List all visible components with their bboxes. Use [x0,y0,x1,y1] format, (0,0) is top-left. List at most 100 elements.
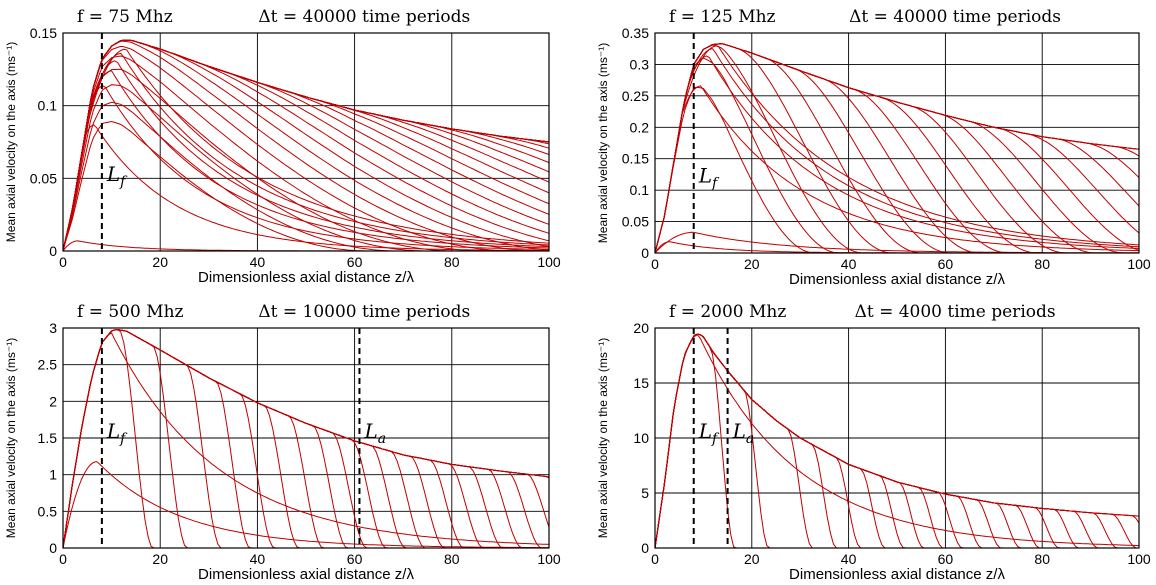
series-line [62,39,550,252]
series-line [62,39,550,252]
grid [655,33,1139,253]
series-line [62,84,549,252]
series-line-transient [62,60,550,252]
marker-label: Lf [698,164,720,192]
series-line [62,39,550,252]
y-axis-label: Mean axial velocity on the axis (ms⁻¹) [4,42,18,242]
series-line [62,39,550,252]
time-period-title: Δt = 40000 time periods [849,7,1061,27]
y-tick-label: 0.05 [622,214,649,230]
y-tick-label: 0 [641,540,649,556]
x-tick-label: 80 [444,254,460,270]
series-line [62,39,550,252]
y-tick-label: 0.15 [30,25,57,41]
x-tick-label: 100 [1127,256,1151,272]
series-line [62,40,549,252]
x-axis-label: Dimensionless axial distance z/λ [198,566,414,583]
time-period-title: Δt = 4000 time periods [855,302,1056,322]
frequency-title: f = 125 Mhz [669,7,776,27]
series-line [62,39,550,252]
x-tick-label: 0 [59,254,67,270]
x-tick-label: 0 [651,551,659,567]
x-axis-label: Dimensionless axial distance z/λ [198,269,414,286]
series-line [62,39,550,252]
x-tick-label: 60 [938,551,954,567]
series-line [62,39,550,252]
frequency-title: f = 500 Mhz [77,302,184,322]
x-tick-label: 60 [347,254,363,270]
x-axis-label: Dimensionless axial distance z/λ [789,271,1005,288]
series-line-envelope [654,333,1140,549]
series-line [62,39,550,252]
marker-label: Lf [106,162,128,190]
frequency-title: f = 2000 Mhz [669,302,786,322]
time-period-title: Δt = 10000 time periods [258,302,470,322]
x-tick-label: 0 [651,256,659,272]
x-tick-label: 60 [938,256,954,272]
series-line [62,39,550,252]
series-line [62,329,549,549]
y-tick-label: 0.35 [622,25,649,41]
grid [63,33,549,251]
series-line [62,45,549,252]
y-axis-label: Mean axial velocity on the axis (ms⁻¹) [596,338,610,538]
x-tick-label: 20 [744,551,760,567]
series-line [62,39,550,252]
series-line-transient [62,124,549,252]
plot-frame [62,32,550,252]
y-tick-label: 0.1 [630,182,650,198]
series-line [62,39,550,252]
x-tick-label: 100 [537,254,561,270]
series-line [62,39,550,252]
series-line [62,39,550,252]
y-tick-label: 15 [633,375,649,391]
series-line-transient [654,55,1140,254]
series-line [62,39,550,252]
series-line [62,101,549,252]
y-tick-label: 0.1 [38,98,58,114]
marker-label: La [363,419,386,447]
time-period-title: Δt = 40000 time periods [258,7,470,27]
series-line [62,39,550,252]
series-line-envelope [62,329,550,549]
series-group [62,39,550,252]
series-line [62,39,550,252]
series-line-transient [62,85,549,252]
y-tick-label: 0.2 [630,119,650,135]
y-tick-label: 5 [641,485,649,501]
y-tick-label: 0.05 [30,170,57,186]
x-tick-label: 20 [744,256,760,272]
chart-panel-2: Lf 0 20 40 60 80 100 0 0.05 0.1 0.15 0.2 0.25 0.3 0.35… [596,7,1151,288]
plot-frame [62,327,550,549]
series-line [62,39,550,252]
series-line [62,39,550,252]
x-tick-label: 40 [250,254,266,270]
y-axis-label: Mean axial velocity on the axis (ms⁻¹) [596,43,610,243]
series-line-transient [654,334,1139,549]
series-line-envelope [654,43,1140,254]
y-axis-label: Mean axial velocity on the axis (ms⁻¹) [4,338,18,538]
series-line [62,39,550,252]
y-tick-label: 1 [49,467,57,483]
series-line [654,57,1139,254]
y-tick-label: 20 [633,320,649,336]
y-tick-label: 3 [49,320,57,336]
x-tick-label: 80 [444,551,460,567]
x-tick-label: 0 [59,551,67,567]
series-line [62,39,550,252]
series-line-transient [654,45,1140,254]
y-tick-label: 0 [641,245,649,261]
x-tick-label: 80 [1034,551,1050,567]
series-line-transient [62,48,550,252]
series-line [62,39,550,252]
y-tick-label: 0.15 [622,151,649,167]
y-tick-label: 0 [49,540,57,556]
series-group [62,329,550,549]
y-tick-label: 0.25 [622,88,649,104]
x-tick-label: 100 [1127,551,1151,567]
x-tick-label: 40 [841,551,857,567]
y-tick-label: 0.5 [38,503,58,519]
y-tick-label: 0 [49,243,57,259]
y-tick-label: 1.5 [38,430,58,446]
marker-label: Lf [698,419,720,447]
